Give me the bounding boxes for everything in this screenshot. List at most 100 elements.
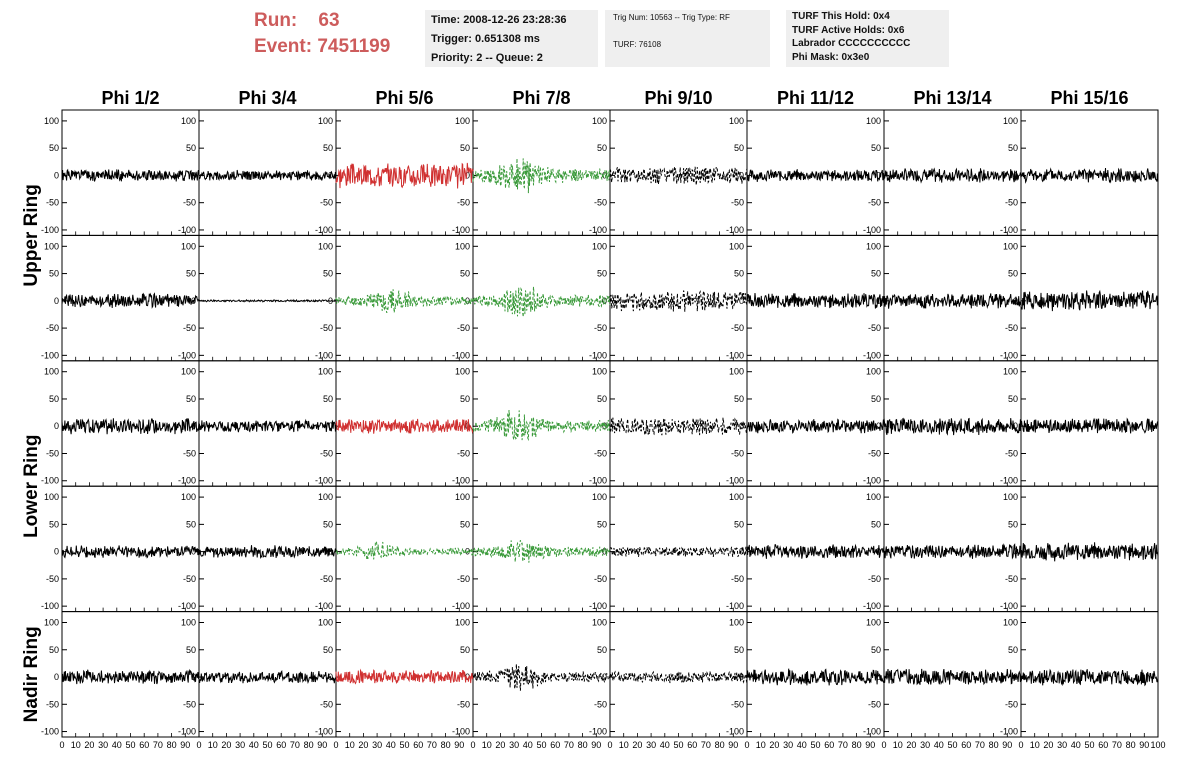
panel-frame xyxy=(609,360,748,487)
y-tick-label: 50 xyxy=(734,269,744,279)
y-tick-label: -50 xyxy=(46,448,59,458)
turf-text: TURF: 76108 xyxy=(613,40,662,49)
y-tick-label: 0 xyxy=(54,296,59,306)
y-tick-label: 50 xyxy=(1008,394,1018,404)
y-tick-label: 50 xyxy=(871,269,881,279)
y-tick-label: 50 xyxy=(460,143,470,153)
y-tick-label: -100 xyxy=(41,476,59,486)
y-tick-label: 0 xyxy=(54,421,59,431)
y-tick-label: -50 xyxy=(183,699,196,709)
y-tick-label: -50 xyxy=(731,323,744,333)
x-tick-label: 30 xyxy=(783,740,793,750)
x-tick-label: 10 xyxy=(619,740,629,750)
waveform-trace xyxy=(746,543,885,559)
y-tick-label: 50 xyxy=(734,519,744,529)
x-tick-label: 30 xyxy=(372,740,382,750)
y-tick-label: 100 xyxy=(592,241,607,251)
y-tick-label: 50 xyxy=(871,519,881,529)
waveform-trace xyxy=(335,289,474,314)
y-tick-label: -50 xyxy=(320,699,333,709)
y-tick-label: 50 xyxy=(1008,143,1018,153)
x-tick-label: 50 xyxy=(399,740,409,750)
y-tick-label: 100 xyxy=(44,618,59,628)
x-tick-label: 10 xyxy=(893,740,903,750)
x-tick-label: 20 xyxy=(221,740,231,750)
trig-num-text: Trig Num: 10563 -- Trig Type: RF xyxy=(613,13,730,22)
x-tick-label: 90 xyxy=(728,740,738,750)
x-tick-label: 0 xyxy=(196,740,201,750)
y-tick-label: 0 xyxy=(739,296,744,306)
x-tick-label: 30 xyxy=(646,740,656,750)
x-tick-label: 80 xyxy=(852,740,862,750)
x-tick-label: 80 xyxy=(715,740,725,750)
event-row: Event: 7451199 xyxy=(254,34,390,60)
y-tick-label: -50 xyxy=(731,448,744,458)
y-tick-label: -100 xyxy=(863,727,881,737)
y-tick-label: 0 xyxy=(191,547,196,557)
y-tick-label: 100 xyxy=(181,367,196,377)
y-tick-label: 0 xyxy=(602,547,607,557)
y-tick-label: -100 xyxy=(41,727,59,737)
x-tick-label: 30 xyxy=(235,740,245,750)
x-tick-label: 20 xyxy=(632,740,642,750)
y-tick-label: -100 xyxy=(726,476,744,486)
y-tick-label: 50 xyxy=(734,143,744,153)
y-tick-label: -50 xyxy=(46,323,59,333)
y-tick-label: -50 xyxy=(1005,699,1018,709)
y-tick-label: -100 xyxy=(726,601,744,611)
x-tick-label: 50 xyxy=(1084,740,1094,750)
y-tick-label: 50 xyxy=(460,645,470,655)
y-tick-label: -100 xyxy=(863,476,881,486)
x-tick-label: 50 xyxy=(536,740,546,750)
y-tick-label: 100 xyxy=(318,618,333,628)
y-tick-label: 100 xyxy=(866,492,881,502)
y-tick-label: 100 xyxy=(729,492,744,502)
x-tick-label: 40 xyxy=(523,740,533,750)
x-tick-label: 10 xyxy=(482,740,492,750)
waveform-trace xyxy=(198,298,337,303)
y-tick-label: 100 xyxy=(318,492,333,502)
y-tick-label: 0 xyxy=(739,421,744,431)
panel-frame xyxy=(198,360,337,487)
y-tick-label: -100 xyxy=(726,727,744,737)
y-tick-label: 0 xyxy=(739,547,744,557)
x-tick-label: 80 xyxy=(167,740,177,750)
y-tick-label: -100 xyxy=(863,601,881,611)
y-tick-label: -100 xyxy=(1000,727,1018,737)
y-tick-label: -100 xyxy=(315,350,333,360)
waveform-trace xyxy=(609,417,748,436)
y-tick-label: 100 xyxy=(44,116,59,126)
y-tick-label: 0 xyxy=(739,170,744,180)
column-title: Phi 15/16 xyxy=(1050,88,1128,108)
y-tick-label: 100 xyxy=(729,618,744,628)
x-tick-label: 90 xyxy=(865,740,875,750)
y-tick-label: 0 xyxy=(876,170,881,180)
x-tick-label: 40 xyxy=(797,740,807,750)
x-tick-label: 0 xyxy=(1018,740,1023,750)
priority-text: Priority: 2 -- Queue: 2 xyxy=(431,52,543,64)
y-tick-label: 50 xyxy=(460,269,470,279)
y-tick-label: -50 xyxy=(594,448,607,458)
y-tick-label: 50 xyxy=(49,394,59,404)
column-title: Phi 11/12 xyxy=(777,88,854,108)
y-tick-label: -50 xyxy=(868,323,881,333)
y-tick-label: 50 xyxy=(323,519,333,529)
x-tick-label: 80 xyxy=(1126,740,1136,750)
panel-frame xyxy=(609,234,748,362)
y-tick-label: 0 xyxy=(602,170,607,180)
y-tick-label: -50 xyxy=(183,448,196,458)
x-tick-label: 10 xyxy=(208,740,218,750)
y-tick-label: 100 xyxy=(181,116,196,126)
waveform-trace xyxy=(1020,417,1159,434)
y-tick-label: -50 xyxy=(1005,448,1018,458)
y-tick-label: 100 xyxy=(181,492,196,502)
waveform-trace xyxy=(472,409,611,442)
y-tick-label: 100 xyxy=(1003,116,1018,126)
x-tick-label: 30 xyxy=(920,740,930,750)
y-tick-label: 100 xyxy=(455,241,470,251)
y-tick-label: 50 xyxy=(186,143,196,153)
y-tick-label: 50 xyxy=(49,143,59,153)
waveform-trace xyxy=(198,545,337,560)
y-tick-label: -100 xyxy=(1000,350,1018,360)
waveform-trace xyxy=(746,668,885,686)
